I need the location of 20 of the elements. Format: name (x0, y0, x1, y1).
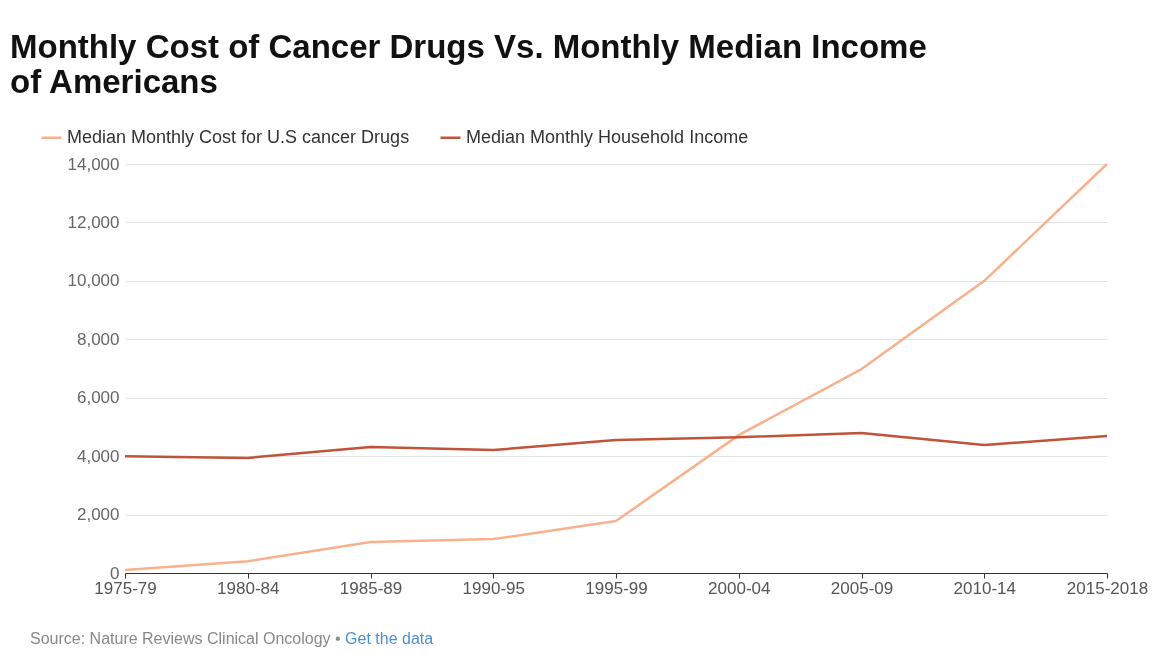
chart-title: Monthly Cost of Cancer Drugs Vs. Monthly Median Income of Americans (10, 28, 927, 100)
source-note: Source: Nature Reviews Clinical Oncology • Get the data (30, 630, 434, 648)
y-tick-label: 4,000 (76, 446, 120, 466)
x-tick-label: 2005-09 (830, 578, 894, 598)
line-series (123, 431, 1109, 460)
y-tick-label: 8,000 (76, 329, 120, 349)
y-tick-label: 2,000 (76, 505, 120, 525)
x-tick-label: 2015-2018 (1066, 578, 1149, 598)
legend-label: Median Monthly Cost for U.S cancer Drugs (67, 126, 410, 147)
y-tick-label: 12,000 (67, 212, 120, 232)
x-tick-label: 1980-84 (217, 578, 280, 598)
y-tick-label: 6,000 (76, 388, 120, 408)
x-tick-label: 1985-89 (339, 578, 403, 598)
legend-label: Median Monthly Household Income (466, 126, 749, 147)
x-tick-label: 2000-04 (708, 578, 771, 598)
x-tick-label: 1990-95 (462, 578, 525, 598)
y-tick-label: 14,000 (67, 154, 120, 174)
y-tick-label: 10,000 (67, 271, 120, 291)
x-tick-label: 2010-14 (953, 578, 1016, 598)
x-tick-label: 1995-99 (585, 578, 648, 598)
